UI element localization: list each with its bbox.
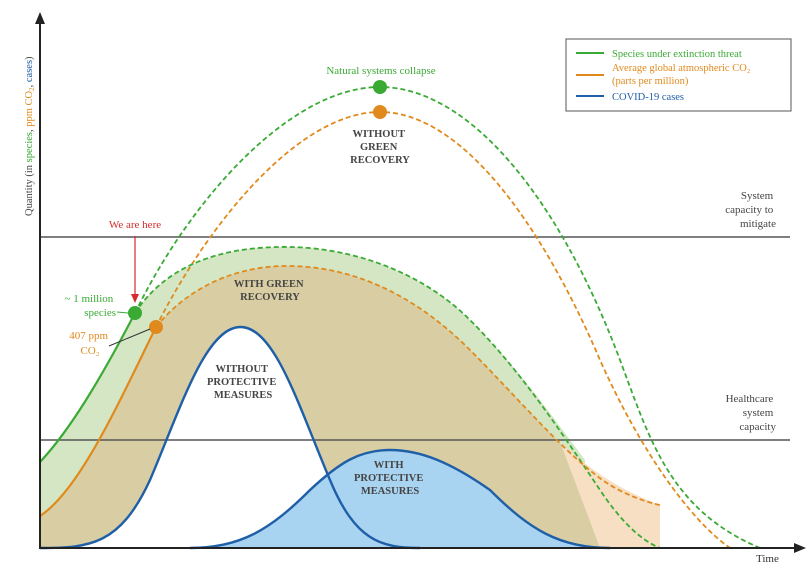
blue-curve-with-measures <box>189 448 611 550</box>
legend-label-co2: Average global atmospheric CO₂ <box>612 63 751 74</box>
with-green-recovery-label: WITH GREEN RECOVERY <box>234 279 306 303</box>
orange-curve-without-recovery <box>155 111 731 549</box>
species-label: ~ 1 million species <box>65 293 116 319</box>
without-green-recovery-label: WITHOUT GREEN RECOVERY <box>350 129 410 166</box>
green-current-dot <box>128 306 142 320</box>
legend: Species under extinction threat Average … <box>565 38 792 112</box>
green-curve-without-recovery <box>134 86 761 549</box>
blue-curve-without-measures <box>39 325 421 550</box>
green-peak-dot <box>373 80 387 94</box>
x-axis-label: Time <box>756 553 779 565</box>
ppm-leader <box>108 328 151 347</box>
green-curve-with-recovery-dashed <box>134 246 661 549</box>
orange-curve-solid <box>39 326 157 517</box>
orange-curve-with-recovery-dashed <box>155 265 661 506</box>
axes <box>35 12 806 553</box>
y-axis-label: Quantity (in species, ppm CO2, cases) <box>24 56 36 216</box>
legend-label-co2-unit: (parts per million) <box>612 76 689 87</box>
we-are-here-label: We are here <box>109 219 161 231</box>
legend-label-covid: COVID-19 cases <box>612 92 684 103</box>
legend-label-species: Species under extinction threat <box>612 49 742 60</box>
healthcare-capacity-label: Healthcare system capacity <box>726 393 777 433</box>
green-curve-solid <box>39 312 136 463</box>
with-protective-area <box>190 450 610 548</box>
without-protective-label: WITHOUT PROTECTIVE MEASURES <box>207 364 279 401</box>
system-capacity-label: System capacity to mitigate <box>725 190 776 230</box>
orange-current-dot <box>149 320 163 334</box>
orange-peak-dot <box>373 105 387 119</box>
we-are-here-arrow <box>131 236 139 303</box>
ppm-label: 407 ppm CO₂ <box>69 330 111 357</box>
with-protective-label: WITH PROTECTIVE MEASURES <box>354 460 426 497</box>
natural-collapse-label: Natural systems collapse <box>326 65 435 77</box>
species-leader <box>116 311 129 314</box>
